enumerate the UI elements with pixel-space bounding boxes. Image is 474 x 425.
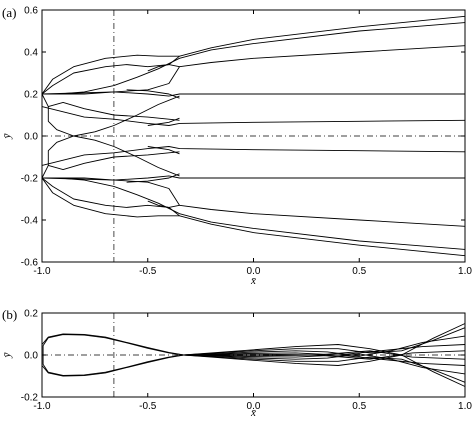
panel-a-x-axis-label: x̄ <box>250 275 256 287</box>
y-tick-label: -0.4 <box>21 216 39 227</box>
x-tick-label: -1.0 <box>33 266 51 277</box>
series-line-14 <box>48 151 180 171</box>
panel-a-y-ticks: -0.6 -0.4 -0.2 0.0 0.2 0.4 0.6 <box>21 6 465 269</box>
series-line-5 <box>41 106 466 126</box>
panel-b-y-ticks: -0.2 0.0 0.2 <box>21 309 465 404</box>
series-line-12 <box>41 135 180 179</box>
series-line-8 <box>42 177 466 227</box>
y-tick-label: 0.0 <box>24 132 38 143</box>
x-tick-label: -0.5 <box>139 401 157 412</box>
x-tick-label: -0.5 <box>139 266 157 277</box>
y-tick-label: 0.6 <box>24 6 38 17</box>
x-tick-label: 1.0 <box>458 401 472 412</box>
series-line-22 <box>147 146 180 155</box>
panel-b-series <box>41 323 466 387</box>
series-line-4 <box>42 354 184 376</box>
series-line-14 <box>183 350 466 360</box>
x-tick-label: 0.5 <box>352 266 366 277</box>
panel-b-label: (b) <box>2 307 17 322</box>
series-line-18 <box>147 200 180 217</box>
series-line-2 <box>58 22 466 95</box>
series-line-9 <box>58 177 466 250</box>
series-line-13 <box>48 101 180 121</box>
series-line-17 <box>147 55 180 72</box>
x-tick-label: 0.5 <box>352 401 366 412</box>
series-line-19 <box>126 89 180 99</box>
x-tick-label: 1.0 <box>458 266 472 277</box>
panel-b-reference-lines <box>42 313 465 397</box>
series-line-6 <box>183 354 466 387</box>
panel-a-y-axis-label: ȳ <box>1 132 13 139</box>
series-line-6 <box>41 146 466 166</box>
series-line-7 <box>41 175 465 181</box>
series-line-3 <box>42 45 466 95</box>
y-tick-label: -0.6 <box>21 258 39 269</box>
x-tick-label: 0.0 <box>247 401 261 412</box>
y-tick-label: -0.2 <box>21 393 39 404</box>
y-tick-label: 0.0 <box>24 351 38 362</box>
y-tick-label: 0.2 <box>24 90 38 101</box>
panel-b-x-ticks: -1.0 -0.5 0.0 0.5 1.0 <box>33 313 472 412</box>
series-line-3 <box>41 354 184 377</box>
panel-b-chart: (b) -1.0 -0.5 0.0 0.5 1.0 -0.2 0.0 0.2 x̄ ȳ <box>1 307 472 419</box>
y-tick-label: 0.4 <box>24 48 38 59</box>
series-line-20 <box>126 173 180 183</box>
panel-b-y-axis-label: ȳ <box>1 351 13 358</box>
series-line-13 <box>183 350 466 360</box>
series-line-8 <box>183 354 466 383</box>
series-line-1 <box>41 15 466 95</box>
series-line-21 <box>147 117 180 126</box>
series-line-10 <box>183 353 466 375</box>
x-tick-label: -1.0 <box>33 401 51 412</box>
panel-a-x-ticks: -1.0 -0.5 0.0 0.5 1.0 <box>33 10 472 277</box>
series-line-11 <box>41 93 180 137</box>
panel-a-label: (a) <box>2 5 16 20</box>
panel-a-chart: (a) -1.0 -0.5 0.0 0.5 1.0 -0.6 -0.4 -0.2 0.0 0.2… <box>1 5 472 287</box>
panel-b-x-axis-label: x̄ <box>250 407 256 419</box>
series-line-1 <box>41 333 184 356</box>
series-line-9 <box>183 335 466 357</box>
series-line-7 <box>183 327 466 356</box>
series-line-2 <box>42 334 184 356</box>
y-tick-label: 0.2 <box>24 309 38 320</box>
y-tick-label: -0.2 <box>21 174 39 185</box>
series-line-10 <box>41 177 466 257</box>
series-line-4 <box>41 91 465 97</box>
series-line-5 <box>183 323 466 356</box>
x-tick-label: 0.0 <box>247 266 261 277</box>
panel-a-reference-lines <box>42 10 465 262</box>
panel-a-series <box>41 15 466 257</box>
